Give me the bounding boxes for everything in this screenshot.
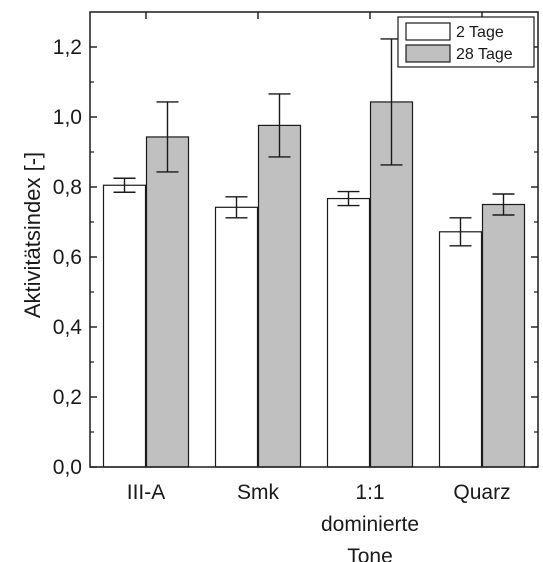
bar-2-tage-1 bbox=[214, 206, 259, 468]
axes-layer bbox=[89, 11, 539, 468]
y-axis-label: Aktivitätsindex [-] bbox=[20, 152, 45, 318]
error-bar-2-tage-3 bbox=[449, 217, 472, 247]
x-tick-label: Tone bbox=[347, 545, 393, 562]
error-bars-layer bbox=[113, 38, 515, 247]
y-tick-label: 0,6 bbox=[53, 246, 82, 269]
x-tick-label: dominierte bbox=[321, 513, 419, 536]
bar-28-tage-3 bbox=[481, 203, 526, 468]
error-bar-2-tage-1 bbox=[225, 196, 248, 219]
ticks-layer: 0,0 0,2 0,4 0,6 0,8 1,0 1,2 III-A Smk 1:1 dominier… bbox=[53, 12, 538, 562]
x-tick-label: III-A bbox=[127, 481, 166, 504]
x-tick-label: Smk bbox=[237, 481, 280, 504]
error-bar-2-tage-0 bbox=[113, 177, 136, 193]
error-bar-2-tage-2 bbox=[337, 190, 360, 207]
legend-swatch-2-tage bbox=[405, 22, 451, 41]
bar-2-tage-2 bbox=[326, 197, 371, 468]
legend-swatch-28-tage bbox=[405, 44, 451, 63]
y-tick-label: 0,2 bbox=[53, 386, 82, 409]
x-tick-label: Quarz bbox=[453, 481, 510, 504]
error-bar-28-tage-0 bbox=[156, 101, 179, 173]
y-tick-label: 0,0 bbox=[53, 456, 82, 479]
bars-layer bbox=[102, 101, 526, 468]
legend-label-28-tage: 28 Tage bbox=[456, 46, 513, 63]
bar-28-tage-1 bbox=[257, 124, 302, 468]
y-tick-label: 0,4 bbox=[53, 316, 83, 339]
legend-label-2-tage: 2 Tage bbox=[456, 24, 504, 41]
bar-2-tage-0 bbox=[102, 184, 147, 468]
bar-28-tage-0 bbox=[145, 136, 190, 468]
error-bar-28-tage-3 bbox=[492, 193, 515, 216]
bar-2-tage-3 bbox=[438, 231, 483, 468]
error-bar-28-tage-1 bbox=[268, 93, 291, 158]
y-tick-label: 0,8 bbox=[53, 176, 82, 199]
plot-frame bbox=[89, 11, 539, 468]
y-tick-label: 1,0 bbox=[53, 106, 82, 129]
legend: 2 Tage 28 Tage bbox=[397, 16, 535, 68]
y-tick-label: 1,2 bbox=[53, 36, 82, 59]
x-tick-label: 1:1 bbox=[355, 481, 384, 504]
